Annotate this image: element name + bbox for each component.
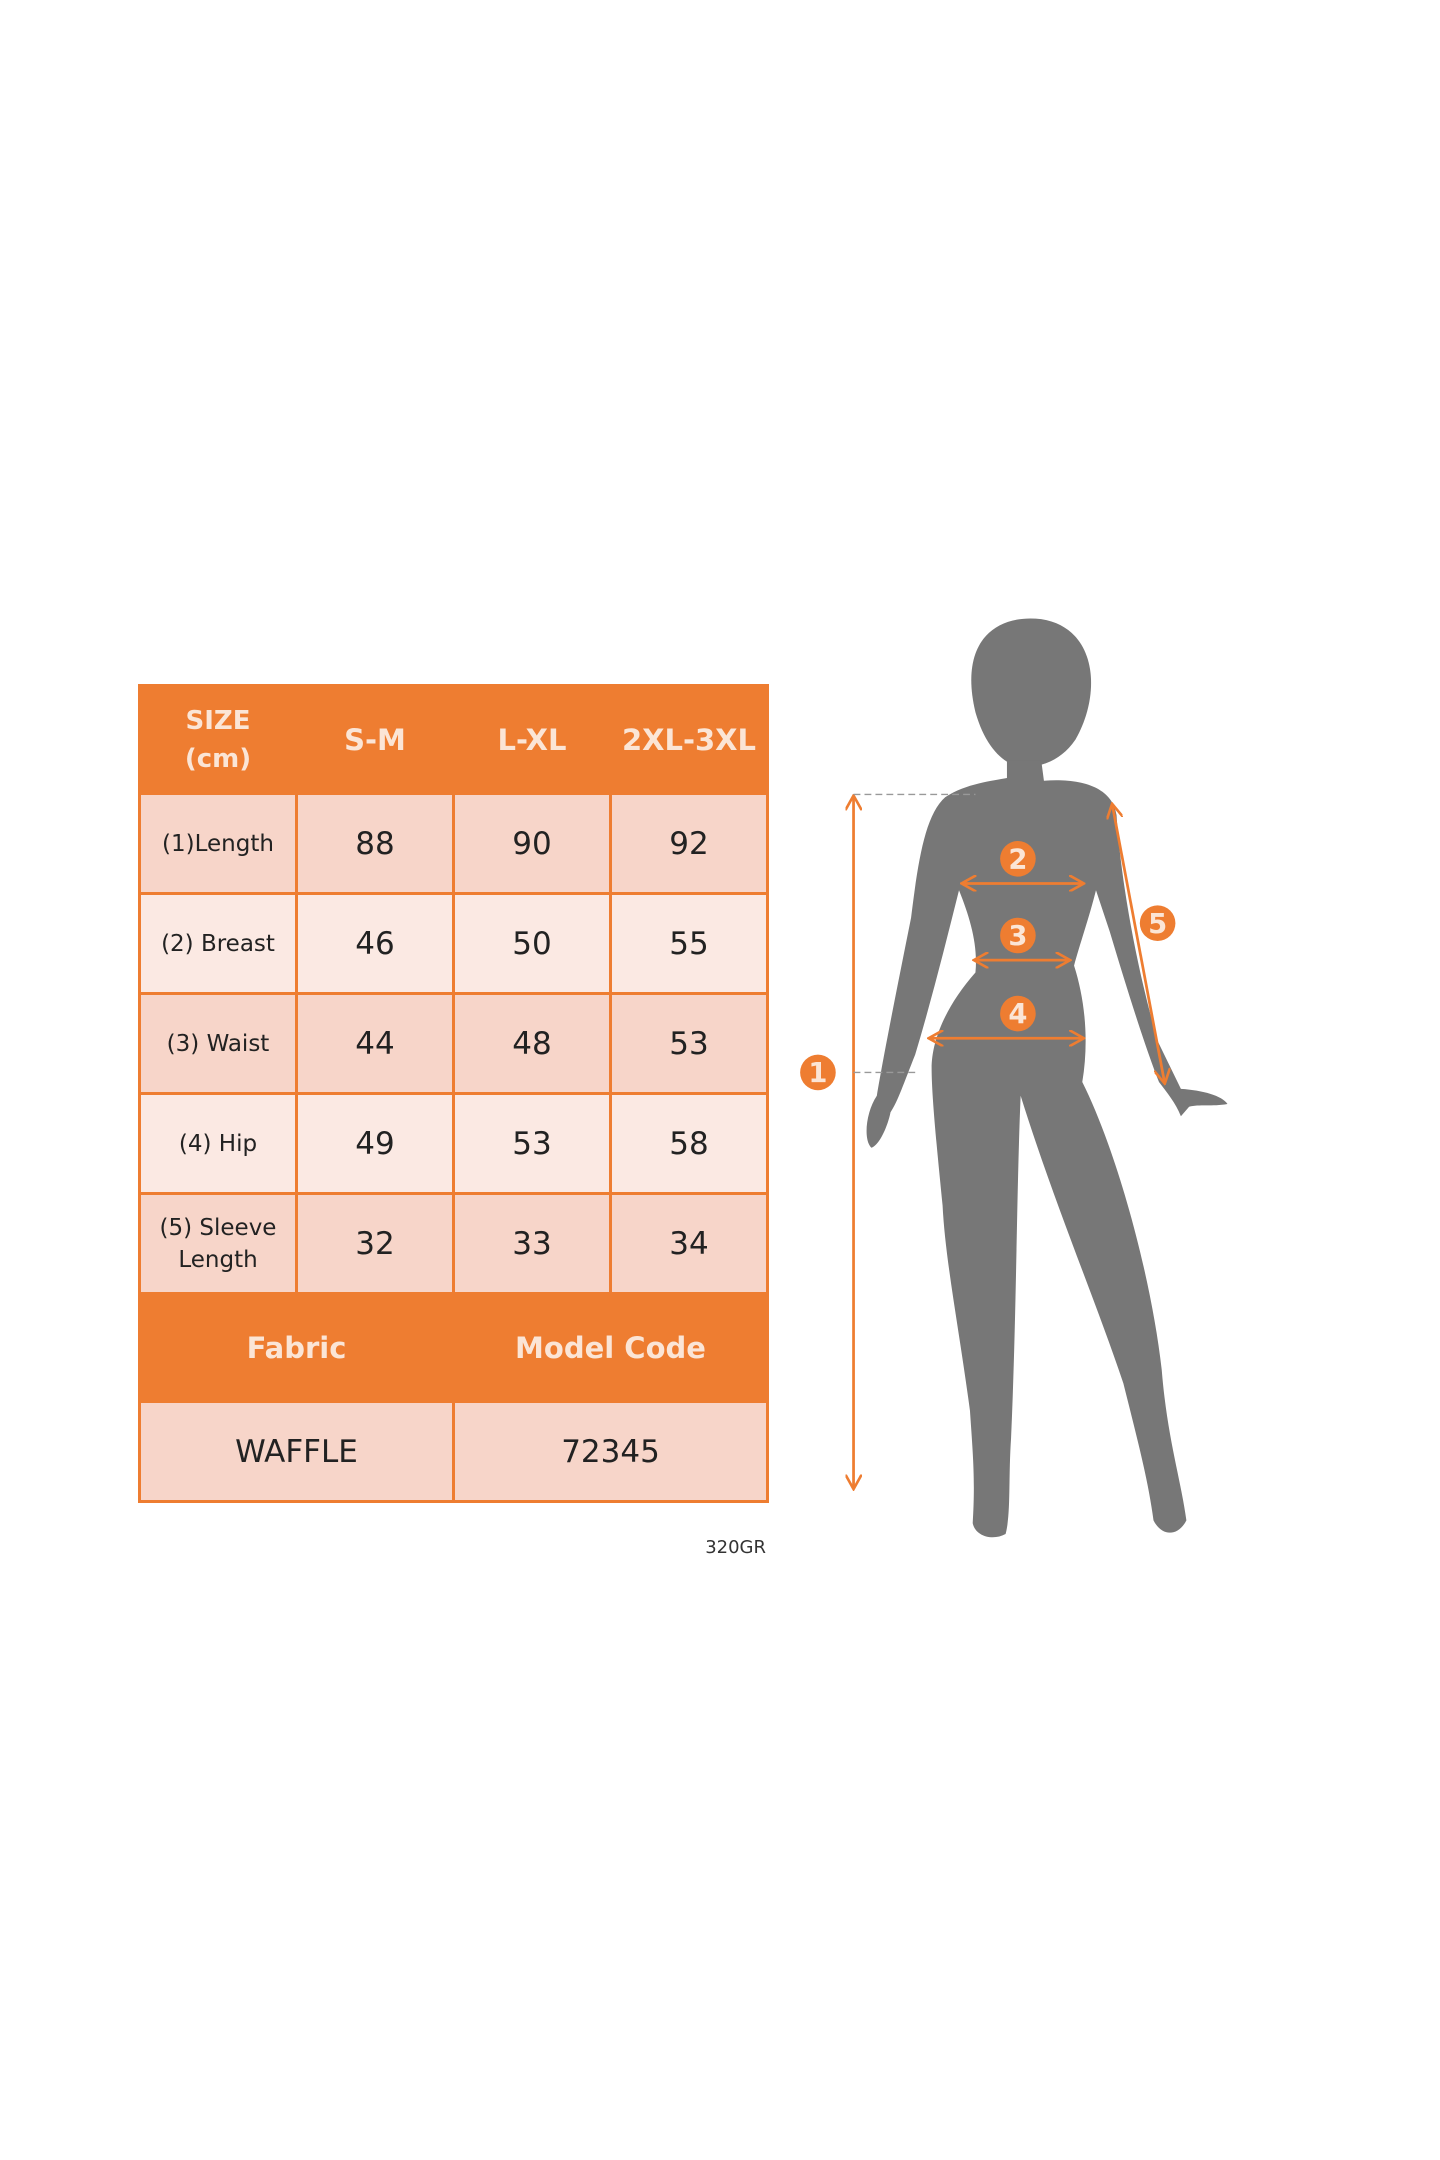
row-label-line: (5) Sleeve: [159, 1214, 277, 1241]
model-code-value: 72345: [452, 1400, 769, 1503]
row-label: (4) Hip: [138, 1092, 298, 1195]
unit-label: (cm): [184, 743, 252, 774]
head-shape: [971, 618, 1092, 768]
fabric-value: WAFFLE: [138, 1400, 455, 1503]
row-label-line: Length: [178, 1246, 258, 1273]
cell: 34: [609, 1192, 769, 1295]
silhouette: [866, 618, 1228, 1538]
cell: 44: [295, 992, 455, 1095]
cell: 49: [295, 1092, 455, 1195]
model-code-label: Model Code: [452, 1292, 769, 1403]
sleeve-arrow: [1112, 805, 1164, 1082]
marker-2: 2: [1000, 840, 1036, 877]
cell: 32: [295, 1192, 455, 1295]
marker-1: 1: [800, 1054, 836, 1091]
cell: 48: [452, 992, 612, 1095]
cell: 50: [452, 892, 612, 995]
fabric-header-row: Fabric Model Code: [138, 1292, 769, 1403]
cell: 90: [452, 792, 612, 895]
col-header: 2XL-3XL: [609, 684, 769, 795]
table-row: (5) Sleeve Length 32 33 34: [138, 1192, 769, 1295]
row-label: (1)Length: [138, 792, 298, 895]
cell: 46: [295, 892, 455, 995]
fabric-label: Fabric: [138, 1292, 455, 1403]
cell: 55: [609, 892, 769, 995]
fabric-row: WAFFLE 72345: [138, 1400, 769, 1503]
cell: 33: [452, 1192, 612, 1295]
row-label: (3) Waist: [138, 992, 298, 1095]
col-header: L-XL: [452, 684, 612, 795]
size-label: SIZE: [185, 705, 251, 736]
cell: 92: [609, 792, 769, 895]
marker-3: 3: [1000, 917, 1036, 954]
svg-text:3: 3: [1008, 921, 1027, 952]
cell: 88: [295, 792, 455, 895]
size-header: SIZE (cm): [138, 684, 298, 795]
cell: 53: [609, 992, 769, 1095]
svg-text:2: 2: [1008, 844, 1027, 875]
cell: 58: [609, 1092, 769, 1195]
table-row: (4) Hip 49 53 58: [138, 1092, 769, 1195]
svg-text:4: 4: [1008, 999, 1027, 1030]
row-label: (5) Sleeve Length: [138, 1192, 298, 1295]
measurement-guides: [854, 793, 1165, 1487]
table-header-row: SIZE (cm) S-M L-XL 2XL-3XL: [138, 684, 769, 795]
table-row: (2) Breast 46 50 55: [138, 892, 769, 995]
table-row: (3) Waist 44 48 53: [138, 992, 769, 1095]
cell: 53: [452, 1092, 612, 1195]
svg-text:1: 1: [808, 1058, 827, 1089]
marker-5: 5: [1139, 905, 1176, 941]
size-chart-table: SIZE (cm) S-M L-XL 2XL-3XL (1)Length 88 9…: [138, 684, 769, 1503]
table-row: (1)Length 88 90 92: [138, 792, 769, 895]
row-label: (2) Breast: [138, 892, 298, 995]
marker-4: 4: [1000, 995, 1036, 1032]
code-note: 320GR: [705, 1537, 766, 1558]
body-shape: [866, 760, 1228, 1538]
svg-text:5: 5: [1148, 909, 1167, 940]
col-header: S-M: [295, 684, 455, 795]
